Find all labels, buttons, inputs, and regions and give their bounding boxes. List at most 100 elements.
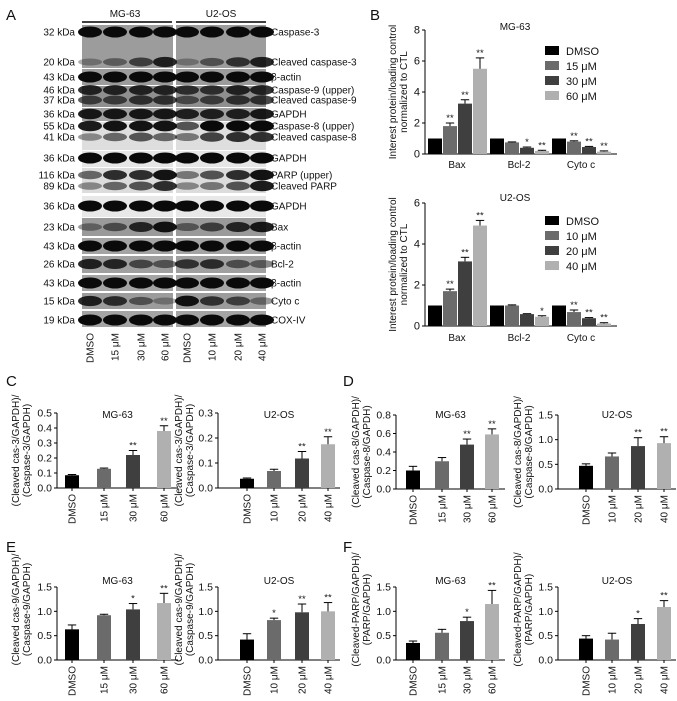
significance-mark: * — [131, 594, 135, 605]
blot-band — [175, 171, 199, 179]
bar-group — [443, 288, 457, 326]
bar — [582, 147, 596, 154]
bar-group — [240, 477, 254, 488]
bar — [535, 316, 549, 326]
y-axis-label: Interest protein/loading control — [388, 197, 399, 332]
bar-group — [321, 602, 335, 660]
bar — [267, 620, 281, 660]
bar-group — [126, 450, 140, 488]
lane-label: 20 μM — [234, 333, 245, 361]
blot-band — [153, 132, 177, 142]
significance-mark: ** — [324, 427, 332, 438]
blot-membrane — [82, 218, 173, 236]
blot-band — [153, 56, 177, 68]
blot-band — [250, 240, 274, 252]
blot-band — [129, 314, 153, 326]
significance-mark: ** — [600, 141, 608, 152]
blot-membrane — [82, 69, 173, 85]
blot-membrane — [82, 238, 173, 254]
blot-band — [129, 108, 153, 120]
significance-mark: ** — [570, 131, 578, 142]
blot-band — [175, 314, 199, 326]
blot-band — [103, 26, 127, 38]
blot-band — [78, 108, 102, 120]
significance-mark: ** — [538, 140, 546, 151]
blot-band — [78, 223, 102, 231]
blot-row — [78, 108, 274, 121]
protein-label: COX-IV — [271, 316, 306, 327]
protein-label: Caspase-9 (upper) — [271, 86, 354, 97]
bar-group — [552, 138, 566, 154]
blot-band — [250, 85, 274, 95]
bar-group — [605, 452, 619, 489]
bar — [65, 475, 79, 488]
blot-band — [175, 71, 199, 83]
blot-band — [250, 169, 274, 181]
bar — [520, 314, 534, 326]
blot-band — [175, 85, 199, 95]
blot-band — [129, 132, 153, 142]
y-axis-label: (Caspase-9/GAPDH) — [22, 563, 33, 656]
blot-band — [200, 296, 224, 306]
blot-band — [153, 120, 177, 132]
blot-band — [153, 169, 177, 181]
blot-band — [78, 170, 102, 180]
blot-band — [200, 120, 224, 132]
blot-band — [129, 200, 153, 212]
blot-band — [103, 222, 127, 232]
bar-group — [458, 256, 472, 326]
y-axis-label: (PARP/GAPDH) — [524, 574, 535, 646]
blot-band — [175, 133, 199, 141]
kda-label: 36 kDa — [43, 202, 75, 213]
blot-band — [103, 170, 127, 180]
x-tick-label: 30 μM — [129, 666, 140, 694]
blot-band — [103, 314, 127, 326]
x-tick-label: DMSO — [582, 666, 593, 696]
blot-band — [129, 296, 153, 306]
y-axis-label: (Caspase-8/GAPDH) — [362, 405, 373, 498]
blot-band — [226, 95, 250, 105]
y-tick-label: 0.0 — [538, 484, 553, 496]
bar — [428, 138, 442, 154]
protein-label: β-actin — [271, 242, 301, 253]
y-tick-label: 0.4 — [37, 423, 52, 435]
kda-label: 46 kDa — [43, 86, 75, 97]
y-tick-label: 0.5 — [538, 459, 553, 471]
y-axis-label: (Caspase-3/GAPDH) — [185, 404, 196, 497]
blot-band — [103, 120, 127, 132]
bar-group — [490, 305, 504, 326]
blot-band — [129, 222, 153, 232]
y-tick-label: 0.4 — [376, 447, 391, 459]
bar-group — [428, 138, 442, 154]
bar — [485, 604, 499, 660]
bar-group — [240, 633, 254, 660]
blot-band — [129, 259, 153, 269]
protein-label: Cleaved PARP — [271, 182, 337, 193]
chart-title: U2-OS — [602, 576, 633, 587]
bar-group — [485, 428, 499, 489]
blot-band — [103, 132, 127, 142]
blot-band — [78, 200, 102, 212]
x-tick-label: 10 μM — [270, 494, 281, 522]
blot-band — [129, 26, 153, 38]
blot-band — [175, 200, 199, 212]
bar-group — [579, 463, 593, 489]
kda-label: 41 kDa — [43, 133, 75, 144]
bar — [97, 468, 111, 488]
kda-label: 36 kDa — [43, 154, 75, 165]
blot-band — [200, 277, 224, 289]
y-axis-label: (Caspase-8/GAPDH) — [524, 405, 535, 498]
significance-mark: ** — [660, 427, 668, 438]
chart-title: MG-63 — [435, 576, 466, 587]
blot-band — [250, 314, 274, 326]
blot-band — [200, 95, 224, 105]
bar — [520, 147, 534, 154]
bar — [485, 434, 499, 489]
bar — [443, 291, 457, 326]
y-tick-label: 1.5 — [538, 582, 553, 594]
protein-label: Cyto c — [271, 297, 299, 308]
bar — [240, 639, 254, 660]
kda-label: 55 kDa — [43, 122, 75, 133]
bar — [435, 461, 449, 489]
y-tick-label: 0.2 — [37, 453, 52, 465]
